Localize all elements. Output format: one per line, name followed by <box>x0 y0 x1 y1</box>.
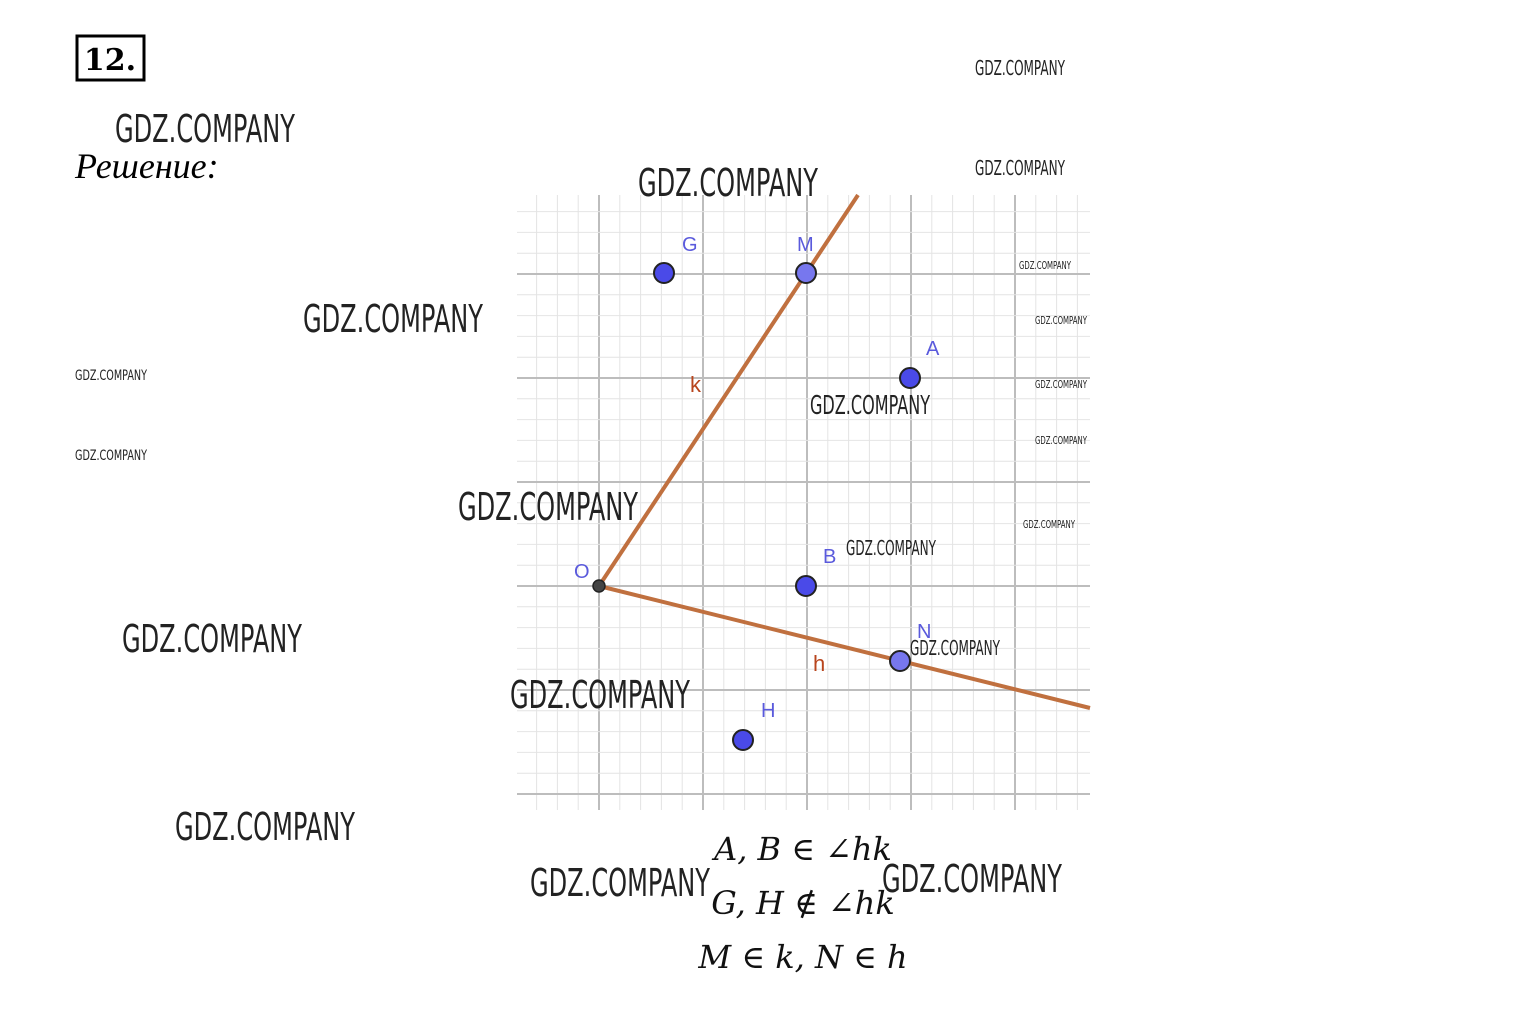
formula: M ∈ k, N ∈ h <box>697 938 907 976</box>
watermark: GDZ.COMPANY <box>115 107 295 151</box>
point <box>889 650 911 672</box>
watermark: GDZ.COMPANY <box>175 805 355 849</box>
watermark: GDZ.COMPANY <box>910 636 1000 660</box>
ray-label: h <box>813 651 825 676</box>
watermark: GDZ.COMPANY <box>882 857 1062 901</box>
watermark: GDZ.COMPANY <box>1035 378 1087 391</box>
ray <box>597 193 860 588</box>
watermark: GDZ.COMPANY <box>638 161 818 205</box>
watermarks: GDZ.COMPANY GDZ.COMPANY GDZ.COMPANY GDZ.COM… <box>75 56 1087 905</box>
watermark: GDZ.COMPANY <box>1023 518 1075 531</box>
diagram: k h G M A B O N H <box>574 193 1091 751</box>
point-label: A <box>926 338 940 360</box>
watermark: GDZ.COMPANY <box>975 156 1065 180</box>
formula: A, B ∈ ∠hk <box>711 830 892 868</box>
watermark: GDZ.COMPANY <box>510 673 690 717</box>
point <box>795 575 817 597</box>
point-label: M <box>797 234 814 256</box>
watermark: GDZ.COMPANY <box>1035 434 1087 447</box>
watermark: GDZ.COMPANY <box>458 485 638 529</box>
formula: G, H ∉ ∠hk <box>711 884 895 922</box>
watermark: GDZ.COMPANY <box>1019 259 1071 272</box>
watermark: GDZ.COMPANY <box>810 391 930 421</box>
point-label: N <box>917 621 931 643</box>
point-label: B <box>823 546 836 568</box>
watermark: GDZ.COMPANY <box>530 861 710 905</box>
point <box>732 729 754 751</box>
point <box>653 262 675 284</box>
point-label: O <box>574 561 590 583</box>
ray-label: k <box>690 372 702 397</box>
point <box>795 262 817 284</box>
point-label: H <box>761 700 775 722</box>
ray <box>598 584 1091 710</box>
solution-label: Решение: <box>74 146 219 186</box>
watermark: GDZ.COMPANY <box>1035 314 1087 327</box>
problem-number: 12. <box>84 43 136 78</box>
point-label: G <box>682 234 698 256</box>
point <box>592 579 606 593</box>
number-box <box>75 34 146 82</box>
point <box>899 367 921 389</box>
watermark: GDZ.COMPANY <box>303 297 483 341</box>
watermark: GDZ.COMPANY <box>122 617 302 661</box>
watermark: GDZ.COMPANY <box>75 448 147 464</box>
watermark: GDZ.COMPANY <box>846 536 936 560</box>
watermark: GDZ.COMPANY <box>75 368 147 384</box>
watermark: GDZ.COMPANY <box>975 56 1065 80</box>
